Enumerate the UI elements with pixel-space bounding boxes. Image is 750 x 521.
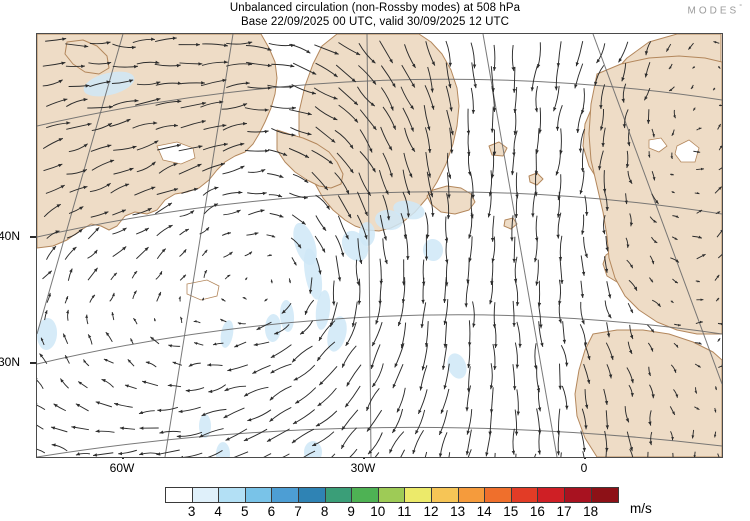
colorbar-tick-3: 3	[188, 504, 196, 519]
colorbar-tick-12: 12	[423, 504, 438, 519]
map-plot-area[interactable]	[36, 33, 723, 458]
colorbar-band-11	[459, 488, 486, 502]
chart-subtitle-line: Base 22/09/2025 00 UTC, valid 30/09/2025…	[0, 16, 750, 30]
speed-contour-patch-5	[359, 222, 375, 246]
colorbar-band-14	[538, 488, 565, 502]
colorbar-tick-8: 8	[321, 504, 329, 519]
colorbar-band-6	[326, 488, 353, 502]
colorbar-band-7	[352, 488, 379, 502]
colorbar-band-2	[219, 488, 246, 502]
colorbar-swatches	[165, 487, 619, 503]
colorbar-tick-14: 14	[477, 504, 492, 519]
lat-label-40n: 40N	[0, 229, 20, 243]
colorbar-tick-5: 5	[241, 504, 249, 519]
modes-logo-text: MODES	[688, 5, 740, 16]
map-canvas	[37, 34, 722, 457]
modes-logo: MODES°	[688, 4, 742, 16]
colorbar-band-5	[299, 488, 326, 502]
colorbar-tick-7: 7	[294, 504, 302, 519]
chart-title-line1: Unbalanced circulation (non-Rossby modes…	[0, 2, 750, 16]
chart-title-block: Unbalanced circulation (non-Rossby modes…	[0, 2, 750, 29]
colorbar-band-15	[565, 488, 592, 502]
colorbar-tick-11: 11	[397, 504, 411, 519]
modes-logo-mark: °	[739, 4, 742, 11]
colorbar-band-4	[272, 488, 299, 502]
colorbar-band-1	[193, 488, 220, 502]
colorbar-unit-label: m/s	[630, 501, 652, 516]
colorbar-band-16	[592, 488, 619, 502]
colorbar-band-0	[166, 488, 193, 502]
lat-label-30n: 30N	[0, 355, 20, 369]
colorbar-tick-15: 15	[503, 504, 518, 519]
colorbar-band-9	[405, 488, 432, 502]
colorbar-band-13	[512, 488, 539, 502]
lon-label-0: 0	[581, 461, 588, 475]
colorbar-band-10	[432, 488, 459, 502]
colorbar-tick-16: 16	[530, 504, 545, 519]
colorbar-tick-9: 9	[347, 504, 355, 519]
colorbar-tick-13: 13	[450, 504, 465, 519]
colorbar-band-12	[485, 488, 512, 502]
colorbar-tick-18: 18	[583, 504, 598, 519]
lon-label-30w: 30W	[351, 461, 376, 475]
map-layers	[37, 34, 722, 457]
colorbar-tick-4: 4	[214, 504, 222, 519]
colorbar-band-8	[379, 488, 406, 502]
lon-label-60w: 60W	[110, 461, 135, 475]
colorbar-tick-17: 17	[556, 504, 571, 519]
colorbar-tick-6: 6	[268, 504, 276, 519]
colorbar-tick-10: 10	[370, 504, 385, 519]
colorbar-tick-labels: 3 4 5 6 7 8 9 10 11 12 13 14 15 16 17 18	[165, 503, 619, 521]
colorbar-band-3	[246, 488, 273, 502]
